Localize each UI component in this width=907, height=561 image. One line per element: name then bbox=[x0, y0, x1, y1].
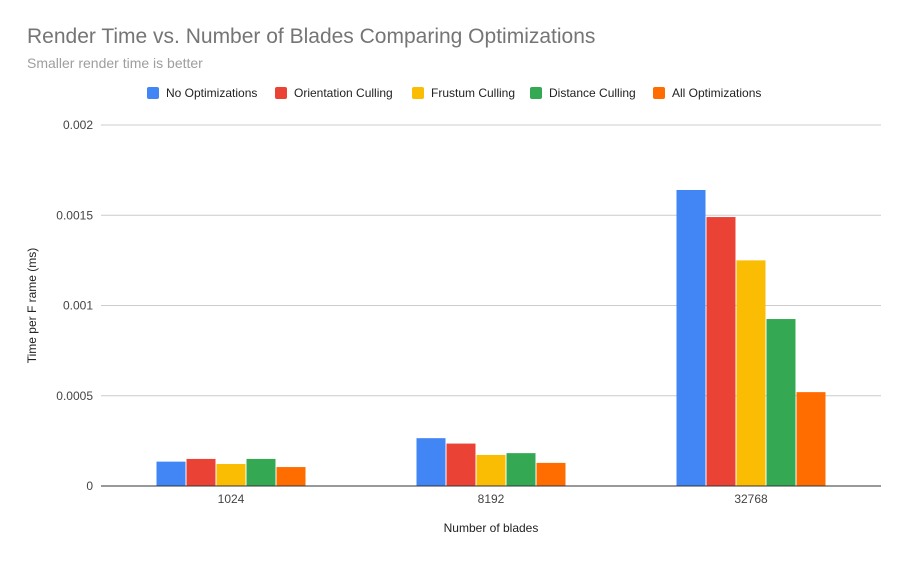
legend-item-orientation-culling[interactable]: Orientation Culling bbox=[275, 86, 393, 100]
bar-all-optimizations-1024[interactable] bbox=[276, 467, 306, 486]
legend-swatch bbox=[147, 87, 159, 99]
legend-label: No Optimizations bbox=[166, 86, 258, 100]
legend-swatch bbox=[653, 87, 665, 99]
y-tick-label: 0.002 bbox=[63, 118, 93, 132]
legend-item-distance-culling[interactable]: Distance Culling bbox=[530, 86, 636, 100]
chart-title: Render Time vs. Number of Blades Compari… bbox=[27, 25, 596, 48]
bar-distance-culling-32768[interactable] bbox=[766, 319, 796, 486]
y-axis-ticks: 0 0.0005 0.001 0.0015 0.002 bbox=[56, 118, 93, 493]
bar-frustum-culling-8192[interactable] bbox=[476, 454, 506, 486]
x-tick-label: 8192 bbox=[478, 492, 505, 506]
bar-distance-culling-1024[interactable] bbox=[246, 458, 276, 486]
bar-orientation-culling-32768[interactable] bbox=[706, 217, 736, 486]
bar-orientation-culling-8192[interactable] bbox=[446, 443, 476, 486]
bar-all-optimizations-32768[interactable] bbox=[796, 392, 826, 486]
chart-legend: No Optimizations Orientation Culling Fru… bbox=[0, 86, 907, 104]
bar-frustum-culling-1024[interactable] bbox=[216, 463, 246, 486]
legend-label: Orientation Culling bbox=[294, 86, 393, 100]
y-tick-label: 0.001 bbox=[63, 299, 93, 313]
legend-swatch bbox=[530, 87, 542, 99]
bar-all-optimizations-8192[interactable] bbox=[536, 462, 566, 486]
x-axis-title: Number of blades bbox=[444, 521, 539, 535]
legend-item-no-optimizations[interactable]: No Optimizations bbox=[147, 86, 257, 100]
x-tick-label: 32768 bbox=[734, 492, 768, 506]
legend-swatch bbox=[275, 87, 287, 99]
bar-orientation-culling-1024[interactable] bbox=[186, 458, 216, 486]
legend-label: Distance Culling bbox=[549, 86, 636, 100]
bar-no-optimizations-8192[interactable] bbox=[416, 438, 446, 486]
bar-distance-culling-8192[interactable] bbox=[506, 453, 536, 486]
y-tick-label: 0 bbox=[86, 479, 93, 493]
y-tick-label: 0.0015 bbox=[56, 208, 93, 222]
legend-label: Frustum Culling bbox=[431, 86, 516, 100]
bar-frustum-culling-32768[interactable] bbox=[736, 260, 766, 486]
bars bbox=[156, 189, 826, 487]
y-axis-title: Time per F rame (ms) bbox=[25, 248, 39, 364]
y-tick-label: 0.0005 bbox=[56, 389, 93, 403]
legend-label: All Optimizations bbox=[672, 86, 762, 100]
legend-swatch bbox=[412, 87, 424, 99]
x-axis-ticks: 1024 8192 32768 bbox=[218, 492, 768, 506]
legend-item-frustum-culling[interactable]: Frustum Culling bbox=[412, 86, 515, 100]
x-tick-label: 1024 bbox=[218, 492, 245, 506]
bar-no-optimizations-1024[interactable] bbox=[156, 461, 186, 486]
chart-subtitle: Smaller render time is better bbox=[27, 55, 203, 71]
bar-no-optimizations-32768[interactable] bbox=[676, 189, 706, 487]
legend-item-all-optimizations[interactable]: All Optimizations bbox=[653, 86, 761, 100]
